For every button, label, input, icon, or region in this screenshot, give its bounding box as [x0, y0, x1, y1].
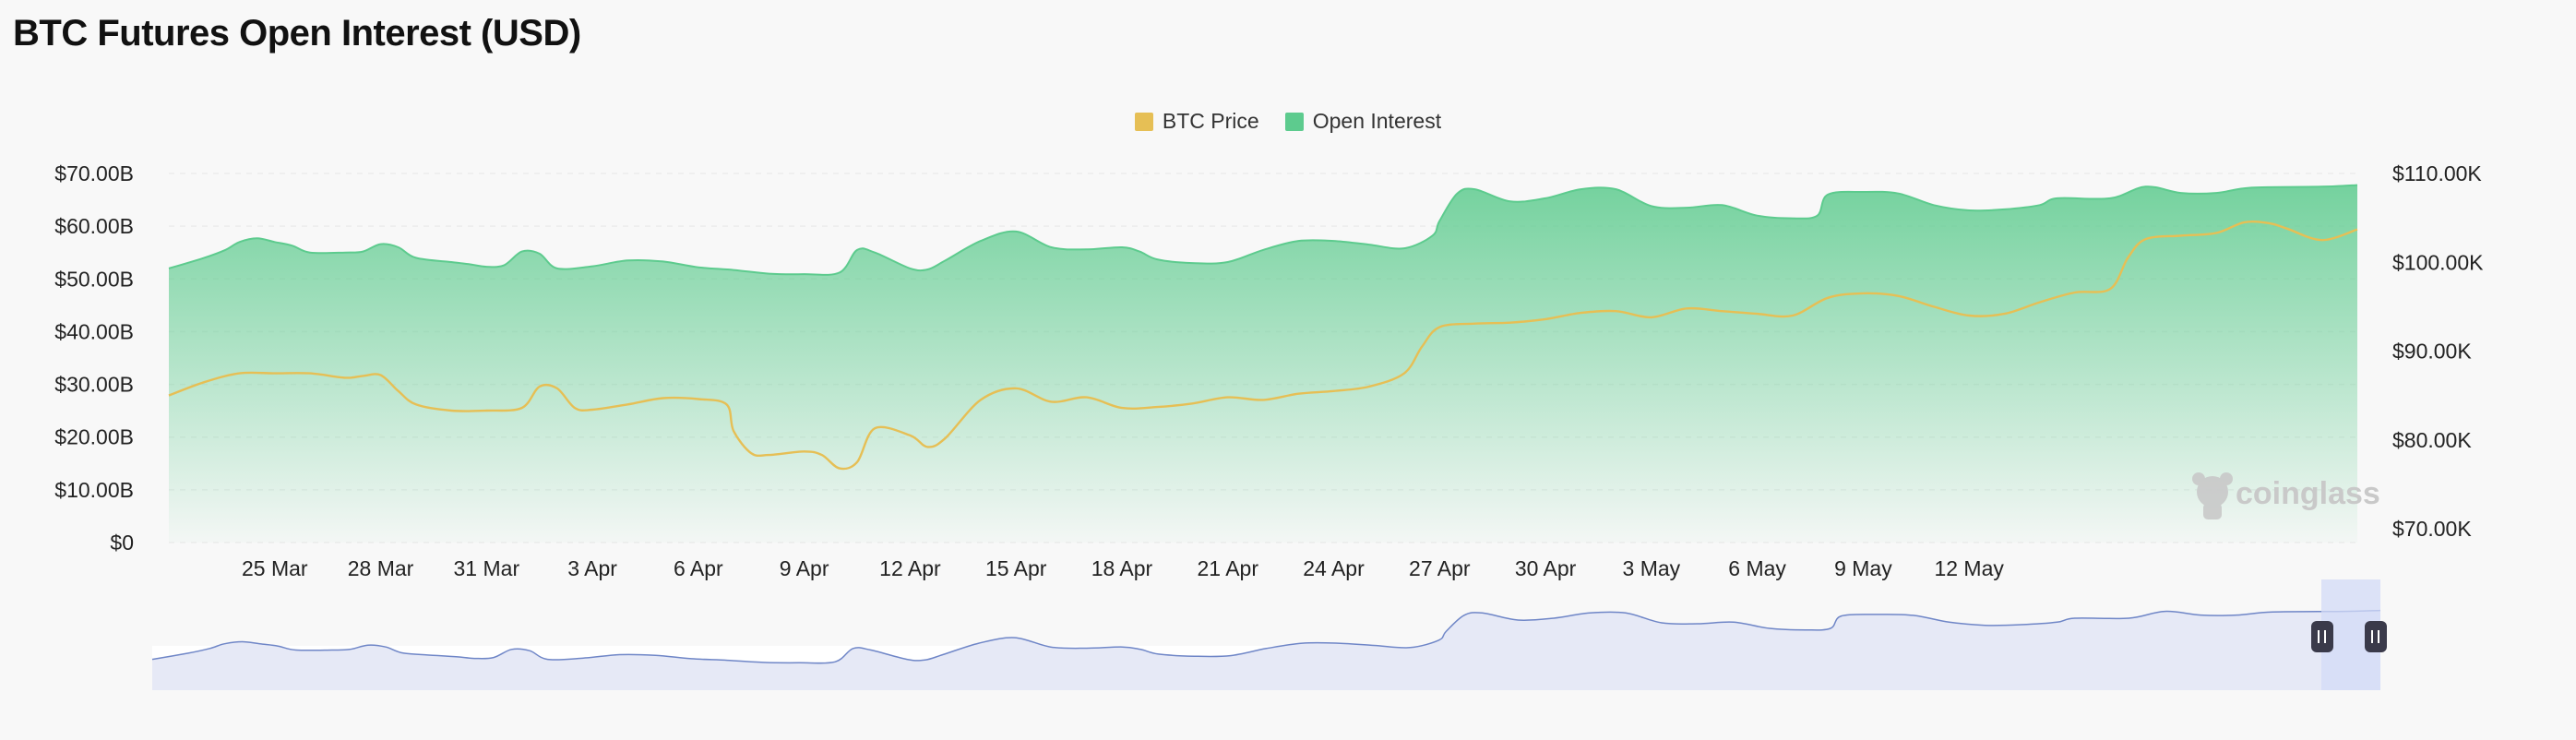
x-tick-label: 25 Mar: [242, 556, 308, 580]
series-btc-price-line: [168, 220, 2358, 471]
y-left-tick-label: $60.00B: [54, 214, 134, 238]
legend-swatch-open-interest: [1284, 112, 1304, 131]
x-tick-label: 9 Apr: [780, 556, 829, 580]
x-tick-label: 12 May: [1934, 556, 2004, 580]
legend-label-open-interest: Open Interest: [1312, 109, 1442, 133]
series-open-interest-area: [169, 185, 2357, 543]
y-left-tick-label: $30.00B: [54, 373, 134, 397]
legend-item-open-interest[interactable]: Open Interest: [1284, 109, 1442, 134]
x-tick-label: 24 Apr: [1303, 556, 1365, 580]
chart-legend: BTC Price Open Interest: [0, 109, 2576, 134]
y-left-tick-label: $40.00B: [54, 319, 134, 343]
x-tick-label: 6 May: [1728, 556, 1786, 580]
y-right-tick-label: $100.00K: [2392, 250, 2484, 274]
x-tick-label: 12 Apr: [879, 556, 941, 580]
navigator-line: [151, 609, 2381, 664]
x-tick-label: 18 Apr: [1091, 556, 1153, 580]
x-tick-label: 31 Mar: [454, 556, 520, 580]
navigator-handle-body: [2365, 621, 2387, 652]
x-tick-label: 30 Apr: [1515, 556, 1577, 580]
coinglass-logo-icon: [2192, 472, 2233, 519]
navigator-handle-right[interactable]: [2365, 621, 2387, 652]
x-tick-label: 6 Apr: [674, 556, 723, 580]
watermark-logo-body: [2203, 503, 2222, 519]
x-tick-label: 27 Apr: [1409, 556, 1471, 580]
y-left-tick-label: $50.00B: [54, 267, 134, 291]
y-left-tick-label: $0: [110, 531, 134, 555]
y-right-tick-label: $70.00K: [2392, 517, 2472, 541]
watermark-logo-head: [2197, 476, 2228, 507]
chart-title: BTC Futures Open Interest (USD): [13, 13, 581, 54]
y-left-tick-label: $20.00B: [54, 425, 134, 449]
legend-item-btc-price[interactable]: BTC Price: [1134, 109, 1259, 134]
y-right-tick-label: $80.00K: [2392, 428, 2472, 452]
y-right-tick-label: $90.00K: [2392, 340, 2472, 364]
watermark-text: coinglass: [2236, 476, 2380, 511]
x-tick-label: 28 Mar: [348, 556, 414, 580]
series-open-interest-line: [168, 184, 2358, 276]
watermark-logo-ear: [2220, 472, 2233, 485]
navigator-handle-body: [2311, 621, 2333, 652]
watermark-logo-ear: [2192, 472, 2205, 485]
navigator-handle-left[interactable]: [2311, 621, 2333, 652]
y-left-tick-label: $10.00B: [54, 478, 134, 502]
x-tick-label: 3 May: [1623, 556, 1681, 580]
x-tick-label: 21 Apr: [1197, 556, 1258, 580]
y-right-tick-label: $110.00K: [2392, 161, 2482, 185]
legend-label-btc-price: BTC Price: [1162, 109, 1259, 133]
x-tick-label: 9 May: [1834, 556, 1892, 580]
y-left-tick-label: $70.00B: [54, 161, 134, 185]
legend-swatch-btc-price: [1134, 112, 1153, 131]
x-tick-label: 15 Apr: [985, 556, 1047, 580]
x-tick-label: 3 Apr: [567, 556, 617, 580]
